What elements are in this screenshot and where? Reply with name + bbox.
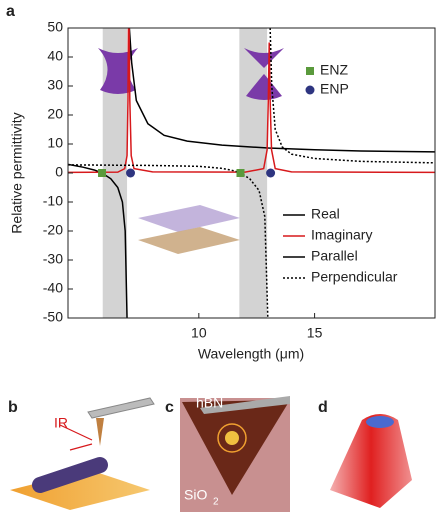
legend-label: Real xyxy=(311,206,340,222)
layers-icon xyxy=(138,205,240,254)
y-tick-label: 20 xyxy=(47,106,63,122)
panel-label: b xyxy=(8,399,18,416)
y-tick-label: 40 xyxy=(47,48,63,64)
annotation: SiO xyxy=(184,487,207,503)
y-tick-label: 50 xyxy=(47,19,63,35)
legend-marker xyxy=(306,67,314,75)
panel-label: a xyxy=(6,3,15,20)
y-tick-label: -30 xyxy=(43,251,63,267)
legend-marker xyxy=(306,86,315,95)
x-tick-label: 10 xyxy=(191,325,207,341)
surface-map xyxy=(366,416,394,428)
x-tick-label: 15 xyxy=(307,325,323,341)
legend-label: Perpendicular xyxy=(311,269,398,285)
enz-marker xyxy=(237,169,245,177)
enp-marker xyxy=(266,169,275,178)
annotation: hBN xyxy=(196,395,223,411)
y-tick-label: 0 xyxy=(55,164,63,180)
cantilever xyxy=(88,398,154,418)
legend-label: Parallel xyxy=(311,248,358,264)
annotation: IR xyxy=(54,415,68,431)
y-axis-label: Relative permittivity xyxy=(9,112,25,233)
y-tick-label: 10 xyxy=(47,135,63,151)
y-tick-label: -50 xyxy=(43,309,63,325)
x-axis-label: Wavelength (μm) xyxy=(198,346,304,362)
legend-label: ENZ xyxy=(320,62,348,78)
annotation: 2 xyxy=(213,497,219,508)
legend-label: ENP xyxy=(320,81,349,97)
y-tick-label: -10 xyxy=(43,193,63,209)
enz-marker xyxy=(98,169,106,177)
enp-marker xyxy=(126,169,135,178)
figure: a Wavelength (μm) Relative permittivity … xyxy=(0,0,436,516)
y-tick-label: -20 xyxy=(43,222,63,238)
legend-label: Imaginary xyxy=(311,227,372,243)
surface-map xyxy=(330,414,412,508)
y-tick-label: 30 xyxy=(47,77,63,93)
panel-label: c xyxy=(165,399,174,416)
ripples xyxy=(225,431,239,445)
tip xyxy=(96,418,104,446)
y-tick-label: -40 xyxy=(43,280,63,296)
panel-label: d xyxy=(318,399,328,416)
